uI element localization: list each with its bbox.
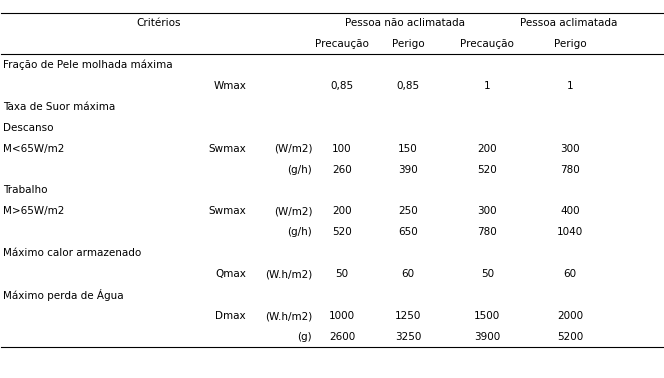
Text: 780: 780 bbox=[477, 227, 497, 237]
Text: Precaução: Precaução bbox=[315, 39, 369, 49]
Text: 1040: 1040 bbox=[557, 227, 583, 237]
Text: 1: 1 bbox=[484, 81, 491, 91]
Text: Pessoa não aclimatada: Pessoa não aclimatada bbox=[345, 18, 465, 28]
Text: (W/m2): (W/m2) bbox=[274, 206, 312, 216]
Text: 50: 50 bbox=[481, 269, 494, 279]
Text: (g): (g) bbox=[297, 332, 312, 342]
Text: 300: 300 bbox=[477, 206, 497, 216]
Text: 260: 260 bbox=[332, 164, 352, 175]
Text: 1: 1 bbox=[567, 81, 573, 91]
Text: (g/h): (g/h) bbox=[288, 164, 312, 175]
Text: 200: 200 bbox=[332, 206, 352, 216]
Text: (g/h): (g/h) bbox=[288, 227, 312, 237]
Text: 200: 200 bbox=[477, 144, 497, 153]
Text: (W.h/m2): (W.h/m2) bbox=[265, 311, 312, 321]
Text: 60: 60 bbox=[564, 269, 576, 279]
Text: 250: 250 bbox=[398, 206, 418, 216]
Text: 2600: 2600 bbox=[329, 332, 355, 342]
Text: Perigo: Perigo bbox=[392, 39, 424, 49]
Text: 520: 520 bbox=[332, 227, 352, 237]
Text: 2000: 2000 bbox=[557, 311, 583, 321]
Text: M>65W/m2: M>65W/m2 bbox=[3, 206, 64, 216]
Text: 1250: 1250 bbox=[395, 311, 421, 321]
Text: 150: 150 bbox=[398, 144, 418, 153]
Text: Taxa de Suor máxima: Taxa de Suor máxima bbox=[3, 102, 115, 112]
Text: 0,85: 0,85 bbox=[396, 81, 420, 91]
Text: Máximo perda de Água: Máximo perda de Água bbox=[3, 289, 124, 301]
Text: Pessoa aclimatada: Pessoa aclimatada bbox=[520, 18, 617, 28]
Text: 780: 780 bbox=[560, 164, 580, 175]
Text: 1000: 1000 bbox=[329, 311, 355, 321]
Text: Precaução: Precaução bbox=[460, 39, 515, 49]
Text: 3250: 3250 bbox=[395, 332, 421, 342]
Text: 3900: 3900 bbox=[474, 332, 501, 342]
Text: 650: 650 bbox=[398, 227, 418, 237]
Text: Trabalho: Trabalho bbox=[3, 186, 47, 195]
Text: M<65W/m2: M<65W/m2 bbox=[3, 144, 64, 153]
Text: (W.h/m2): (W.h/m2) bbox=[265, 269, 312, 279]
Text: Fração de Pele molhada máxima: Fração de Pele molhada máxima bbox=[3, 60, 173, 70]
Text: Swmax: Swmax bbox=[208, 206, 246, 216]
Text: 5200: 5200 bbox=[557, 332, 583, 342]
Text: 100: 100 bbox=[332, 144, 352, 153]
Text: 400: 400 bbox=[560, 206, 580, 216]
Text: 300: 300 bbox=[560, 144, 580, 153]
Text: Perigo: Perigo bbox=[554, 39, 586, 49]
Text: Qmax: Qmax bbox=[215, 269, 246, 279]
Text: 1500: 1500 bbox=[474, 311, 501, 321]
Text: Swmax: Swmax bbox=[208, 144, 246, 153]
Text: Critérios: Critérios bbox=[136, 18, 181, 28]
Text: Descanso: Descanso bbox=[3, 123, 53, 133]
Text: (W/m2): (W/m2) bbox=[274, 144, 312, 153]
Text: 0,85: 0,85 bbox=[331, 81, 353, 91]
Text: 60: 60 bbox=[402, 269, 414, 279]
Text: Dmax: Dmax bbox=[215, 311, 246, 321]
Text: 50: 50 bbox=[335, 269, 349, 279]
Text: 390: 390 bbox=[398, 164, 418, 175]
Text: Wmax: Wmax bbox=[213, 81, 246, 91]
Text: Máximo calor armazenado: Máximo calor armazenado bbox=[3, 248, 141, 258]
Text: 520: 520 bbox=[477, 164, 497, 175]
